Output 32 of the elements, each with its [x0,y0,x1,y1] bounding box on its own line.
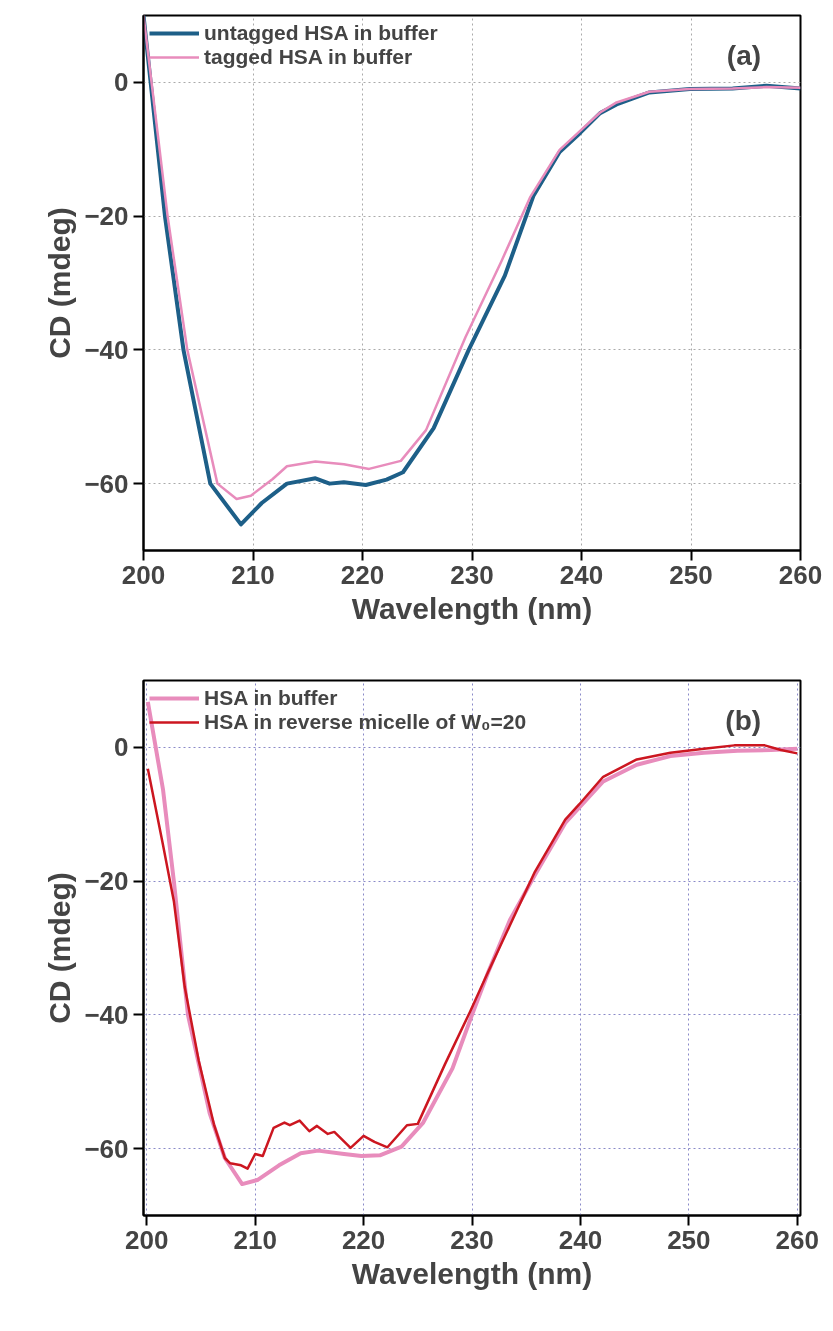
x-tick-label: 220 [341,1224,386,1255]
x-tick-label: 210 [233,1224,277,1255]
x-tick-label: 250 [669,559,713,590]
legend-label: HSA in buffer [204,686,338,710]
legend-label: tagged HSA in buffer [204,45,413,69]
legend-label: HSA in reverse micelle of W₀=20 [204,710,527,734]
x-axis-title: Wavelength (nm) [351,1256,593,1290]
annotation: (a) [726,39,762,71]
y-axis-title: CD (mdeg) [43,872,77,1024]
x-tick-label: 260 [775,1224,819,1255]
x-tick-label: 240 [559,559,604,590]
y-axis-title: CD (mdeg) [43,207,77,359]
y-tick-label: 0 [114,67,129,98]
x-tick-label: 200 [125,1224,169,1255]
x-tick-label: 260 [778,559,823,590]
x-tick-label: 250 [667,1224,711,1255]
x-tick-label: 230 [450,1224,494,1255]
x-tick-label: 200 [121,559,166,590]
y-tick-label: 0 [114,732,129,763]
x-tick-label: 210 [231,559,275,590]
y-tick-label: −20 [84,866,129,897]
x-tick-label: 240 [558,1224,603,1255]
y-tick-label: −20 [84,201,129,232]
y-tick-label: −60 [84,1133,129,1164]
y-tick-label: −40 [84,999,129,1030]
x-tick-label: 220 [340,559,385,590]
x-tick-label: 230 [450,559,494,590]
x-axis-title: Wavelength (nm) [351,591,593,625]
annotation: (b) [725,704,762,736]
legend-label: untagged HSA in buffer [204,21,438,45]
y-tick-label: −60 [84,468,129,499]
y-tick-label: −40 [84,334,129,365]
